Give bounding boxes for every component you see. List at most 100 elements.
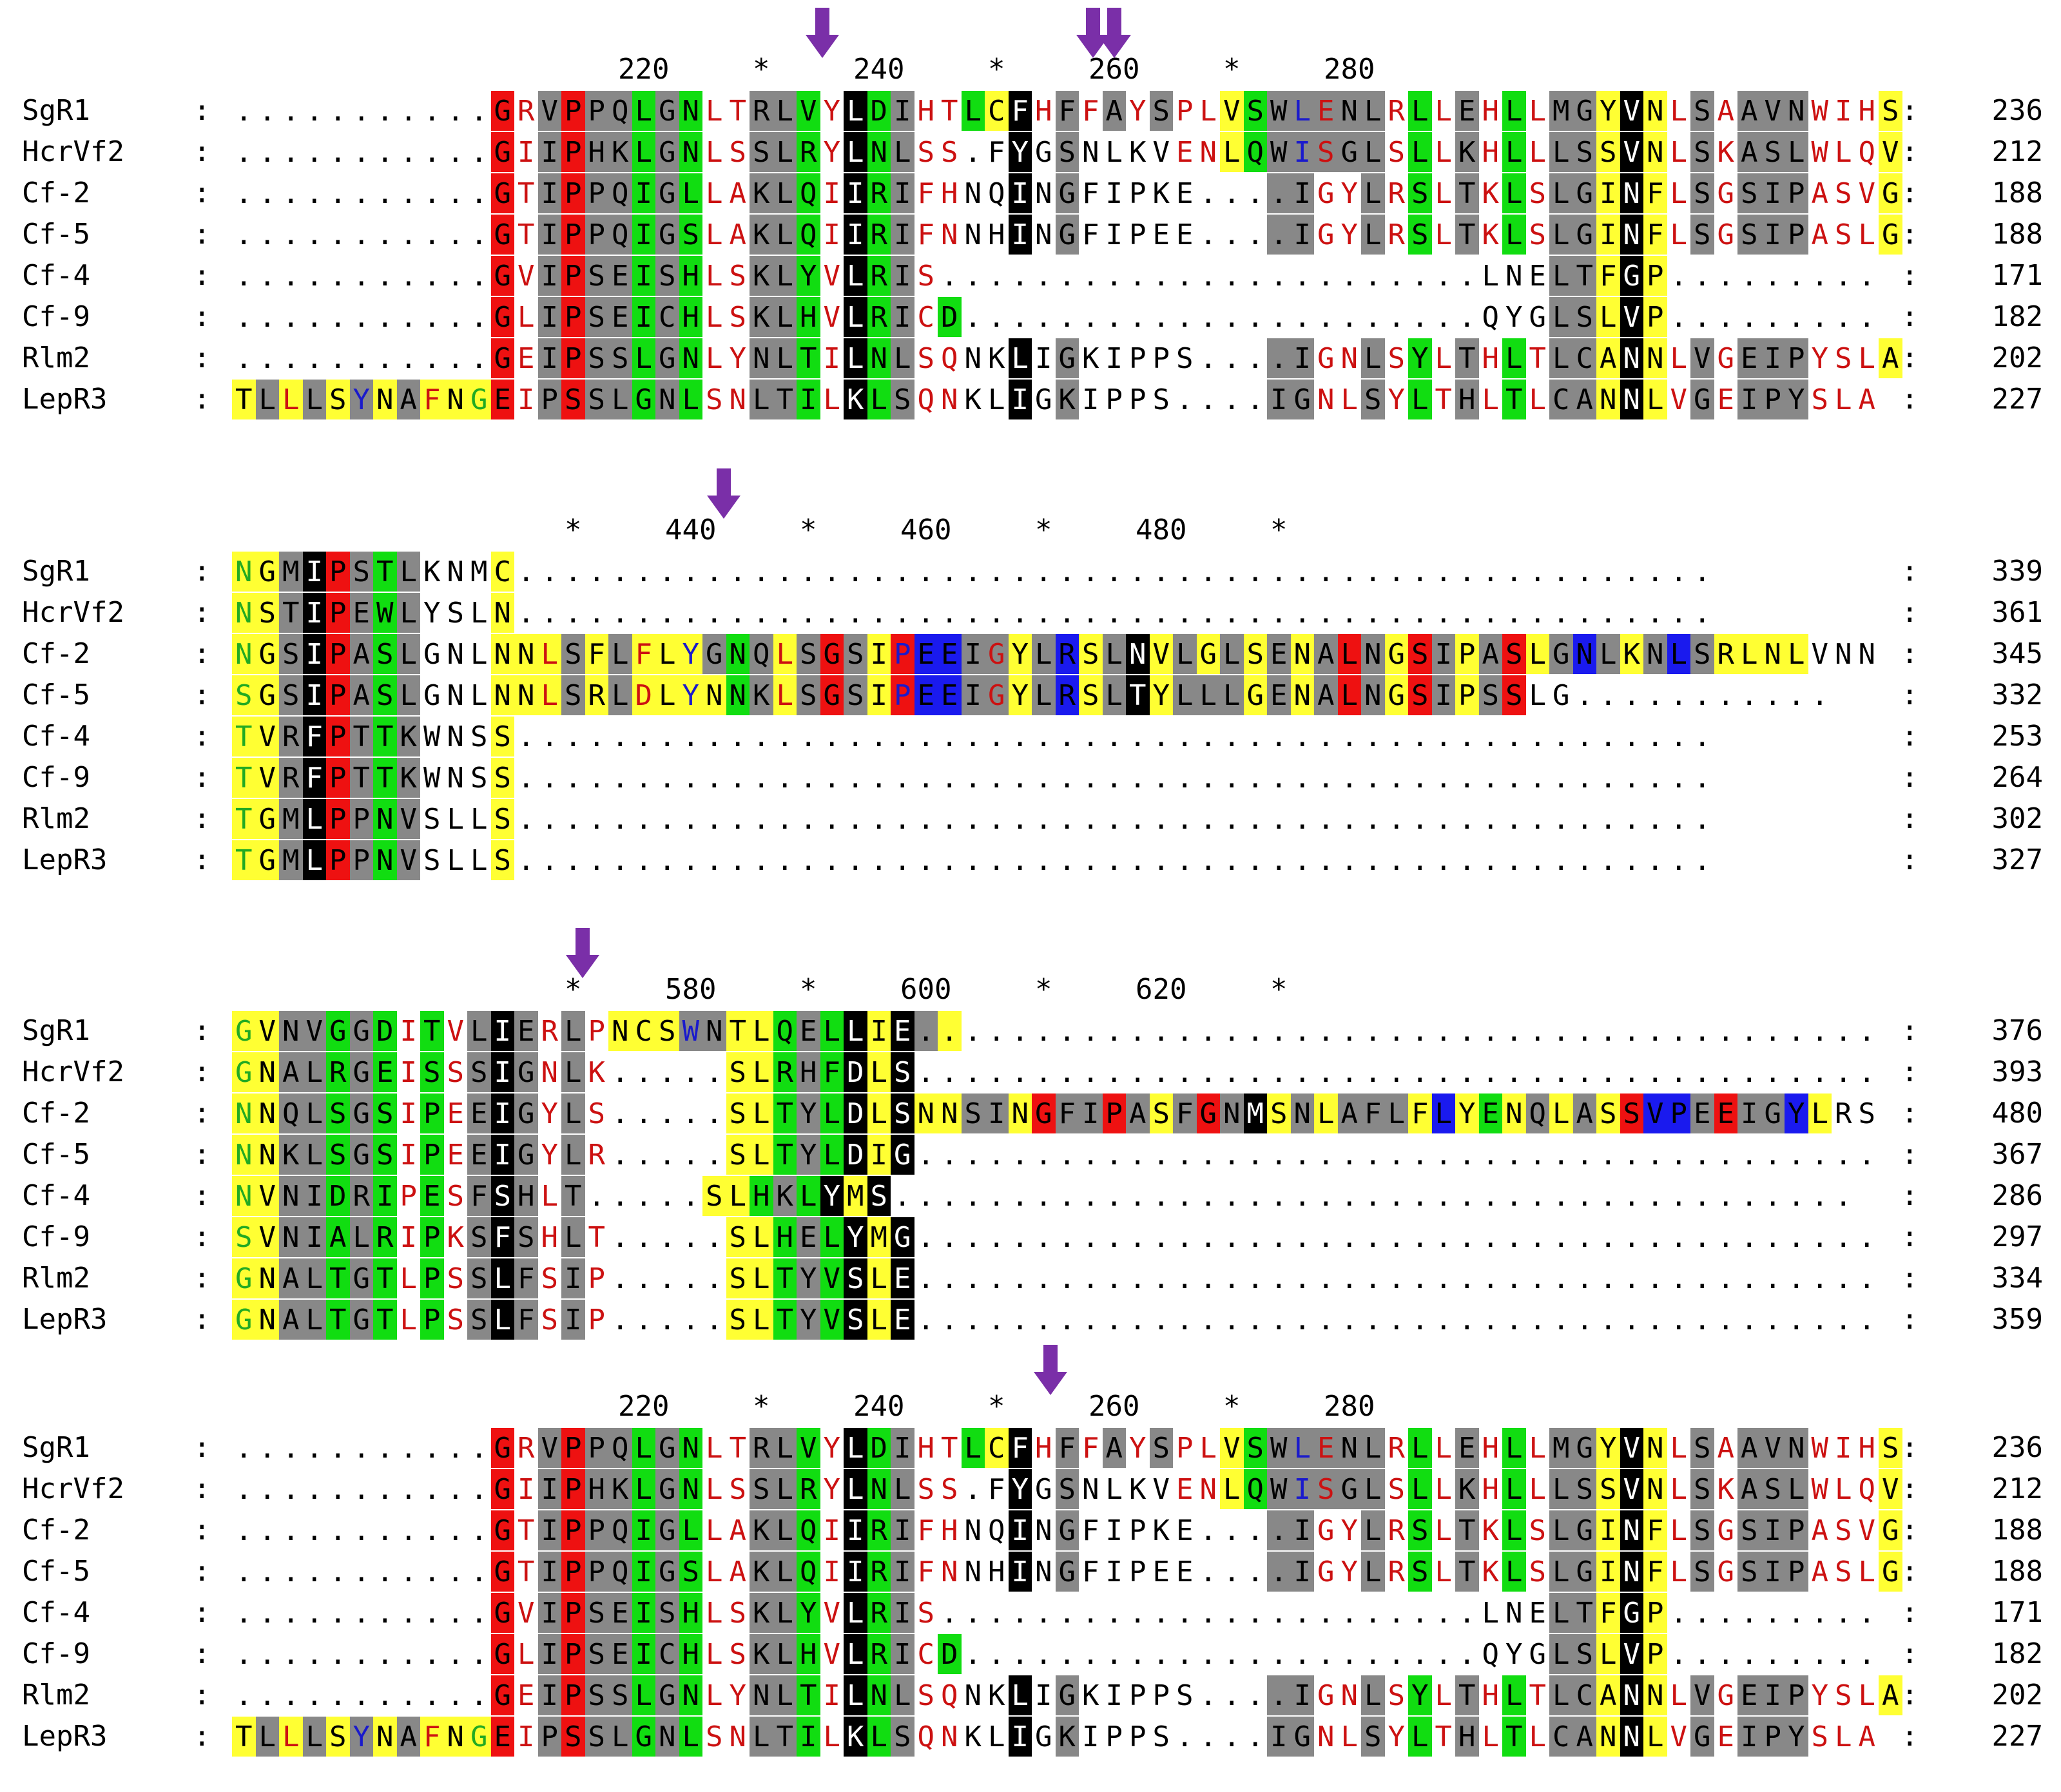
residue-highlight: Y (679, 634, 702, 674)
residue-highlight: E (1455, 91, 1479, 131)
residue-highlight: Y (349, 1717, 373, 1757)
gap-dot: . (1058, 1597, 1076, 1630)
residue-highlight: I (302, 1176, 326, 1216)
residue-highlight: S (1314, 1469, 1338, 1509)
residue-highlight: V (820, 1258, 844, 1298)
residue-highlight: I (537, 215, 561, 255)
residue-highlight: V (820, 1300, 844, 1340)
gap-dot: . (1388, 1180, 1406, 1213)
gap-dot: . (1717, 1221, 1735, 1254)
gap-dot: . (588, 597, 606, 630)
residue-highlight: T (1455, 1675, 1479, 1715)
residue-highlight: I (302, 634, 326, 674)
residue-highlight: V (1879, 1469, 1902, 1509)
gap-dot: . (1035, 1597, 1052, 1630)
residue-highlight: E (514, 1675, 538, 1715)
residue-highlight: R (750, 1428, 773, 1468)
residue-highlight: G (1879, 1552, 1902, 1592)
gap-dot: . (1223, 762, 1241, 795)
residue-highlight: H (1032, 91, 1056, 131)
residue-highlight: I (891, 1428, 914, 1468)
residue-highlight: D (844, 1094, 867, 1133)
residue: E (1529, 1597, 1547, 1630)
gap-dot: . (235, 342, 253, 375)
gap-dot: . (235, 1638, 253, 1671)
gap-dot: . (1223, 555, 1241, 588)
residue-highlight: Y (820, 91, 844, 131)
residue-highlight: S (655, 1593, 679, 1633)
gap-dot: . (353, 1514, 371, 1547)
separator-left: : (193, 679, 211, 711)
gap-dot: . (353, 1638, 371, 1671)
gap-dot: . (1199, 383, 1217, 416)
gap-dot: . (235, 1432, 253, 1465)
residue: I (1105, 177, 1123, 210)
residue-highlight: S (1690, 1510, 1714, 1550)
gap-dot: . (1246, 342, 1264, 375)
separator-left: : (193, 1555, 211, 1588)
residue-highlight: Q (608, 173, 632, 213)
residue-highlight: N (1785, 91, 1808, 131)
gap-dot: . (1176, 762, 1194, 795)
residue-highlight: P (561, 215, 585, 255)
residue-count: 182 (1991, 300, 2043, 333)
gap-dot: . (635, 1262, 653, 1295)
residue-highlight: L (702, 1510, 726, 1550)
residue-highlight: A (726, 1552, 750, 1592)
gap-dot: . (682, 1262, 700, 1295)
residue-highlight: R (773, 1052, 797, 1092)
gap-dot: . (1670, 679, 1688, 712)
residue-highlight: L (820, 1717, 844, 1757)
residue-highlight: Y (1008, 675, 1032, 715)
gap-dot: . (635, 844, 653, 877)
alignment-block: * 440 * 460 * 480 * SgR1: N G M I P S T L K N M C..........… (0, 468, 2061, 881)
ruler-tick-star: * (1223, 1390, 1241, 1423)
separator-left: : (193, 637, 211, 670)
gap-dot: . (1788, 260, 1805, 293)
gap-dot: . (1223, 342, 1241, 375)
residue-highlight: A (326, 1217, 350, 1257)
residue-highlight: I (1290, 1510, 1314, 1550)
residue-count: 332 (1991, 679, 2043, 711)
gap-dot: . (1223, 1720, 1241, 1753)
residue-highlight: Q (608, 1552, 632, 1592)
residue-highlight: I (514, 132, 538, 172)
residue-highlight: N (1620, 173, 1643, 213)
gap-dot: . (1364, 1597, 1382, 1630)
residue-highlight: N (490, 634, 514, 674)
residue-highlight: Q (773, 1011, 797, 1051)
residue-highlight: G (490, 173, 514, 213)
residue-highlight: H (1032, 1428, 1056, 1468)
down-arrow-icon (565, 928, 599, 978)
residue-highlight: L (1643, 380, 1667, 419)
gap-dot: . (1035, 260, 1052, 293)
residue-highlight: L (302, 1258, 326, 1298)
residue-highlight: N (702, 675, 726, 715)
residue-highlight: I (396, 1011, 420, 1051)
gap-dot: . (1505, 844, 1523, 877)
residue-highlight: L (679, 173, 702, 213)
gap-dot: . (1035, 1221, 1052, 1254)
ruler-tick-star: * (565, 514, 582, 546)
residue-highlight: S (891, 1717, 914, 1757)
gap-dot: . (1364, 1262, 1382, 1295)
residue-highlight: T (1431, 380, 1455, 419)
gap-dot: . (1199, 720, 1217, 753)
residue-highlight: G (1055, 173, 1079, 213)
residue-highlight: N (537, 1052, 561, 1092)
residue-highlight: N (1314, 1717, 1338, 1757)
gap-dot: . (235, 1556, 253, 1588)
gap-dot: . (1199, 342, 1217, 375)
gap-dot: . (1035, 555, 1052, 588)
residue-highlight: E (1173, 132, 1197, 172)
gap-dot: . (1600, 555, 1617, 588)
gap-dot: . (1199, 555, 1217, 588)
separator-right: : (1901, 135, 1919, 168)
residue-highlight: F (1079, 91, 1103, 131)
gap-dot: . (635, 1304, 653, 1336)
gap-dot: . (1317, 762, 1335, 795)
residue-highlight: L (1502, 132, 1526, 172)
gap-dot: . (1364, 1304, 1382, 1336)
residue-highlight: L (608, 1717, 632, 1757)
gap-dot: . (1600, 1139, 1617, 1171)
